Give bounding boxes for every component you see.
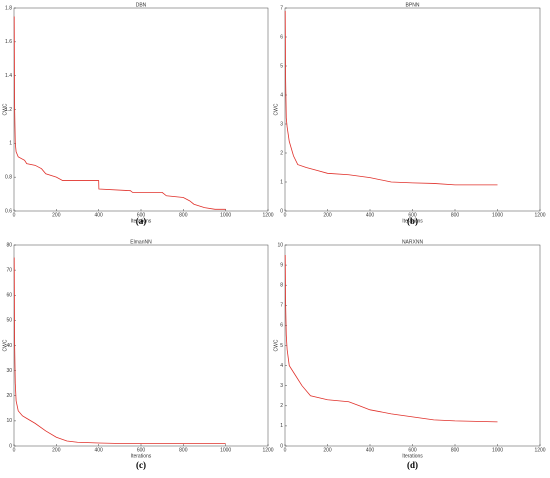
x-tick-label: 400	[366, 212, 375, 218]
y-tick-label: 1	[9, 141, 12, 147]
x-axis-label: Iterations	[131, 453, 152, 459]
y-tick-label: 1.6	[5, 39, 12, 45]
plot-area	[284, 244, 541, 447]
data-line	[13, 257, 226, 444]
y-tick-label: 40	[6, 343, 12, 349]
x-tick-label: 600	[137, 212, 146, 218]
y-tick-label: 70	[6, 267, 12, 273]
y-axis-label: CWC	[273, 339, 279, 351]
caption: (a)	[136, 216, 147, 226]
chart-title: BPNN	[406, 2, 420, 8]
chart-title: DBN	[136, 2, 147, 8]
x-tick-label: 1200	[262, 447, 273, 453]
y-tick-label: 0	[280, 208, 283, 214]
y-tick-label: 4	[280, 363, 283, 369]
caption: (d)	[407, 460, 418, 470]
y-axis-label: CWC	[2, 103, 8, 115]
y-tick-label: 5	[280, 63, 283, 69]
x-tick-label: 0	[284, 212, 287, 218]
x-axis-label: Iterations	[131, 218, 152, 224]
x-tick-label: 600	[137, 447, 146, 453]
y-tick-label: 60	[6, 293, 12, 299]
y-tick-label: 10	[277, 242, 283, 248]
y-tick-label: 5	[280, 343, 283, 349]
y-tick-label: 30	[6, 368, 12, 374]
y-tick-label: 50	[6, 318, 12, 324]
y-tick-label: 0	[9, 443, 12, 449]
plot-area	[13, 244, 269, 447]
x-tick-label: 400	[94, 212, 103, 218]
x-tick-label: 0	[284, 447, 287, 453]
y-tick-label: 2	[280, 150, 283, 156]
y-tick-label: 1.8	[5, 5, 12, 11]
caption: (b)	[407, 216, 418, 226]
y-tick-label: 1	[280, 179, 283, 185]
y-tick-label: 3	[280, 121, 283, 127]
y-tick-label: 80	[6, 242, 12, 248]
y-tick-label: 4	[280, 92, 283, 98]
x-tick-label: 1000	[220, 212, 231, 218]
x-tick-label: 1000	[220, 447, 231, 453]
y-tick-label: 0.8	[5, 174, 12, 180]
chart-title: ElmanNN	[130, 239, 152, 245]
x-tick-label: 800	[451, 212, 460, 218]
x-tick-label: 200	[323, 447, 332, 453]
x-tick-label: 400	[94, 447, 103, 453]
y-tick-label: 1	[280, 423, 283, 429]
x-tick-label: 600	[408, 447, 417, 453]
x-tick-label: 800	[451, 447, 460, 453]
y-axis-label: CWC	[273, 103, 279, 115]
x-tick-label: 1000	[492, 447, 503, 453]
x-tick-label: 200	[52, 212, 61, 218]
x-tick-label: 200	[52, 447, 61, 453]
x-axis-label: Iterations	[402, 218, 423, 224]
y-tick-label: 0.6	[5, 208, 12, 214]
data-line	[284, 255, 498, 423]
y-tick-label: 10	[6, 418, 12, 424]
x-tick-label: 0	[13, 212, 16, 218]
x-tick-label: 0	[13, 447, 16, 453]
y-tick-label: 0	[280, 443, 283, 449]
plot-area	[284, 7, 541, 212]
x-tick-label: 600	[408, 212, 417, 218]
y-tick-label: 2	[280, 403, 283, 409]
plot-area	[13, 7, 269, 212]
x-tick-label: 400	[366, 447, 375, 453]
y-tick-label: 7	[280, 5, 283, 11]
y-tick-label: 6	[280, 323, 283, 329]
y-tick-label: 6	[280, 34, 283, 40]
x-axis-label: Iterations	[402, 453, 423, 459]
data-line	[284, 10, 498, 186]
y-tick-label: 3	[280, 383, 283, 389]
x-tick-label: 1200	[534, 212, 545, 218]
x-tick-label: 1000	[492, 212, 503, 218]
chart-title: NARXNN	[402, 239, 424, 245]
y-axis-label: CWC	[2, 339, 8, 351]
y-tick-label: 1.2	[5, 107, 12, 113]
data-line	[13, 16, 226, 210]
x-tick-label: 200	[323, 212, 332, 218]
x-tick-label: 1200	[534, 447, 545, 453]
y-tick-label: 20	[6, 393, 12, 399]
x-tick-label: 1200	[262, 212, 273, 218]
y-tick-label: 1.4	[5, 73, 12, 79]
x-tick-label: 800	[179, 447, 188, 453]
y-tick-label: 9	[280, 262, 283, 268]
x-tick-label: 800	[179, 212, 188, 218]
y-tick-label: 8	[280, 283, 283, 289]
y-tick-label: 7	[280, 303, 283, 309]
caption: (c)	[136, 460, 146, 470]
